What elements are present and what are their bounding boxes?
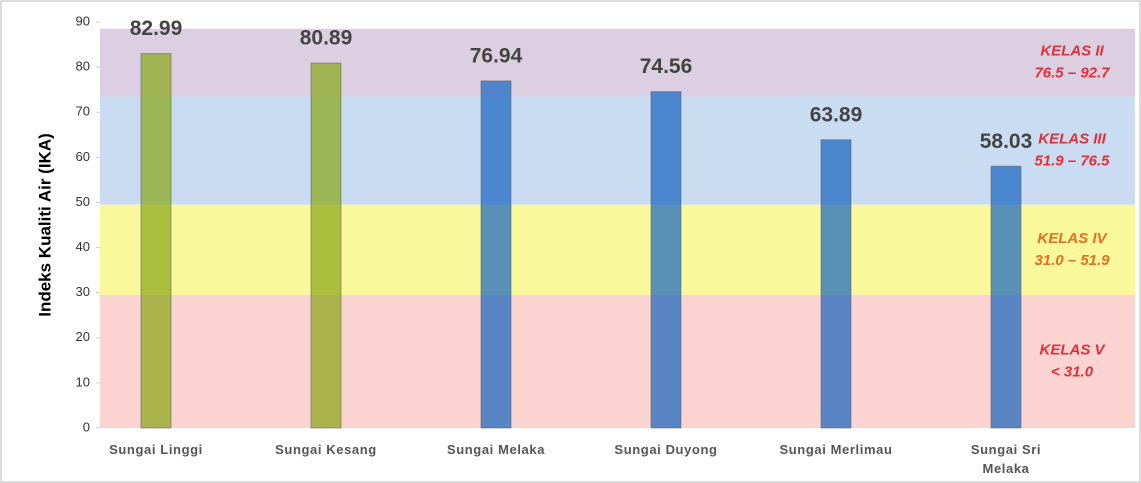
- bar: [140, 53, 172, 429]
- value-label: 80.89: [300, 27, 353, 50]
- band-range: 31.0 – 51.9: [1034, 252, 1110, 269]
- class-band: [100, 28, 1135, 97]
- band-name: KELAS II: [1040, 43, 1104, 60]
- band-name: KELAS IV: [1037, 230, 1108, 247]
- y-axis-title: Indeks Kualiti Air (IKA): [35, 133, 54, 317]
- x-tick-label: Sungai Sri Melaka: [970, 442, 1042, 476]
- class-band: [100, 294, 1135, 428]
- band-name: KELAS III: [1038, 131, 1106, 148]
- y-tick-label: 50: [76, 194, 90, 209]
- y-tick-label: 40: [76, 239, 90, 254]
- bar: [990, 165, 1022, 429]
- y-tick-label: 20: [76, 329, 90, 344]
- value-label: 76.94: [470, 44, 523, 67]
- class-band: [100, 204, 1135, 295]
- x-tick-label: Sungai Linggi: [109, 442, 203, 457]
- band-name: KELAS V: [1039, 341, 1106, 358]
- y-tick-label: 10: [76, 374, 90, 389]
- y-tick-label: 30: [76, 284, 90, 299]
- value-label: 63.89: [810, 103, 863, 126]
- y-tick-label: 60: [76, 149, 90, 164]
- bar: [650, 91, 682, 429]
- band-range: 76.5 – 92.7: [1034, 65, 1110, 82]
- value-label: 82.99: [130, 17, 183, 40]
- x-tick-label: Sungai Merlimau: [779, 442, 893, 457]
- y-tick-label: 90: [76, 13, 90, 28]
- band-range: 51.9 – 76.5: [1034, 153, 1110, 170]
- bar: [480, 80, 512, 429]
- y-tick-label: 80: [76, 59, 90, 74]
- x-tick-label: Sungai Duyong: [614, 442, 718, 457]
- y-tick-label: 0: [83, 419, 90, 434]
- bar: [820, 139, 852, 429]
- value-label: 74.56: [640, 55, 693, 78]
- class-band: [100, 96, 1135, 205]
- bar: [310, 62, 342, 429]
- band-range: < 31.0: [1051, 363, 1094, 380]
- value-label: 58.03: [980, 130, 1033, 153]
- x-tick-label: Sungai Melaka: [446, 442, 546, 457]
- x-tick-label: Sungai Kesang: [275, 442, 377, 457]
- y-tick-label: 70: [76, 104, 90, 119]
